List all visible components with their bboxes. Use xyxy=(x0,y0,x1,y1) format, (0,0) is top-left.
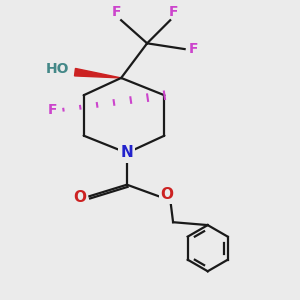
Text: F: F xyxy=(168,5,178,19)
Text: F: F xyxy=(189,42,199,56)
Text: F: F xyxy=(48,103,58,117)
Text: O: O xyxy=(74,190,86,205)
Text: N: N xyxy=(121,146,133,160)
Polygon shape xyxy=(74,68,121,78)
Text: F: F xyxy=(112,5,122,19)
Text: HO: HO xyxy=(46,62,69,76)
Text: O: O xyxy=(160,187,173,202)
